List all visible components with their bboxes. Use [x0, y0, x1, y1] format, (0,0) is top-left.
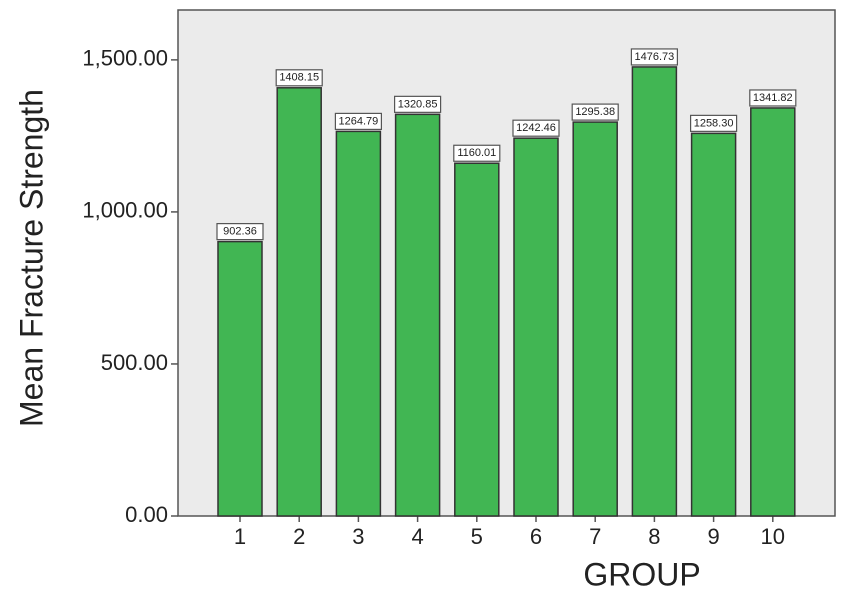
value-label-box: [512, 119, 560, 137]
value-label-box: [749, 89, 797, 107]
x-tick-label: 1: [234, 524, 246, 549]
x-tick-label: 3: [352, 524, 364, 549]
value-label-box: [275, 69, 323, 87]
x-tick-label: 10: [761, 524, 785, 549]
y-tick-label: 1,000.00: [82, 198, 168, 223]
value-label: 1258.30: [694, 117, 734, 129]
x-tick-label: 8: [648, 524, 660, 549]
value-label-box: [571, 103, 619, 121]
value-label: 1408.15: [279, 72, 319, 84]
value-label-box: [334, 112, 382, 130]
value-label: 1242.46: [516, 122, 556, 134]
x-tick-label: 6: [530, 524, 542, 549]
bar: [513, 137, 559, 517]
value-label: 1264.79: [339, 115, 379, 127]
bar: [750, 107, 796, 517]
value-label-box: [689, 114, 738, 132]
x-axis-title: GROUP: [583, 556, 700, 592]
y-tick-label: 0.00: [125, 502, 168, 527]
value-label: 1476.73: [635, 51, 675, 63]
value-label: 1341.82: [753, 92, 793, 104]
bar: [276, 87, 322, 517]
value-label: 902.36: [223, 226, 257, 238]
y-tick-label: 1,500.00: [82, 46, 168, 71]
bar: [394, 113, 441, 517]
value-label: 1295.38: [575, 106, 615, 118]
bar: [335, 130, 382, 517]
bar: [631, 66, 678, 517]
y-axis-title: Mean Fracture Strength: [13, 89, 49, 427]
x-tick-label: 4: [411, 524, 423, 549]
value-label-box: [453, 144, 501, 162]
bar: [690, 132, 737, 517]
x-tick-label: 9: [707, 524, 719, 549]
value-label-box: [394, 95, 442, 113]
value-label: 1320.85: [398, 98, 438, 110]
x-tick-label: 7: [589, 524, 601, 549]
value-label-box: [216, 223, 264, 241]
value-label: 1160.01: [457, 147, 496, 159]
y-tick-label: 500.00: [101, 350, 168, 375]
bar: [454, 162, 500, 517]
bar: [217, 240, 263, 517]
value-label-box: [630, 48, 679, 66]
bar: [572, 121, 618, 517]
x-tick-label: 2: [293, 524, 305, 549]
x-tick-label: 5: [471, 524, 483, 549]
